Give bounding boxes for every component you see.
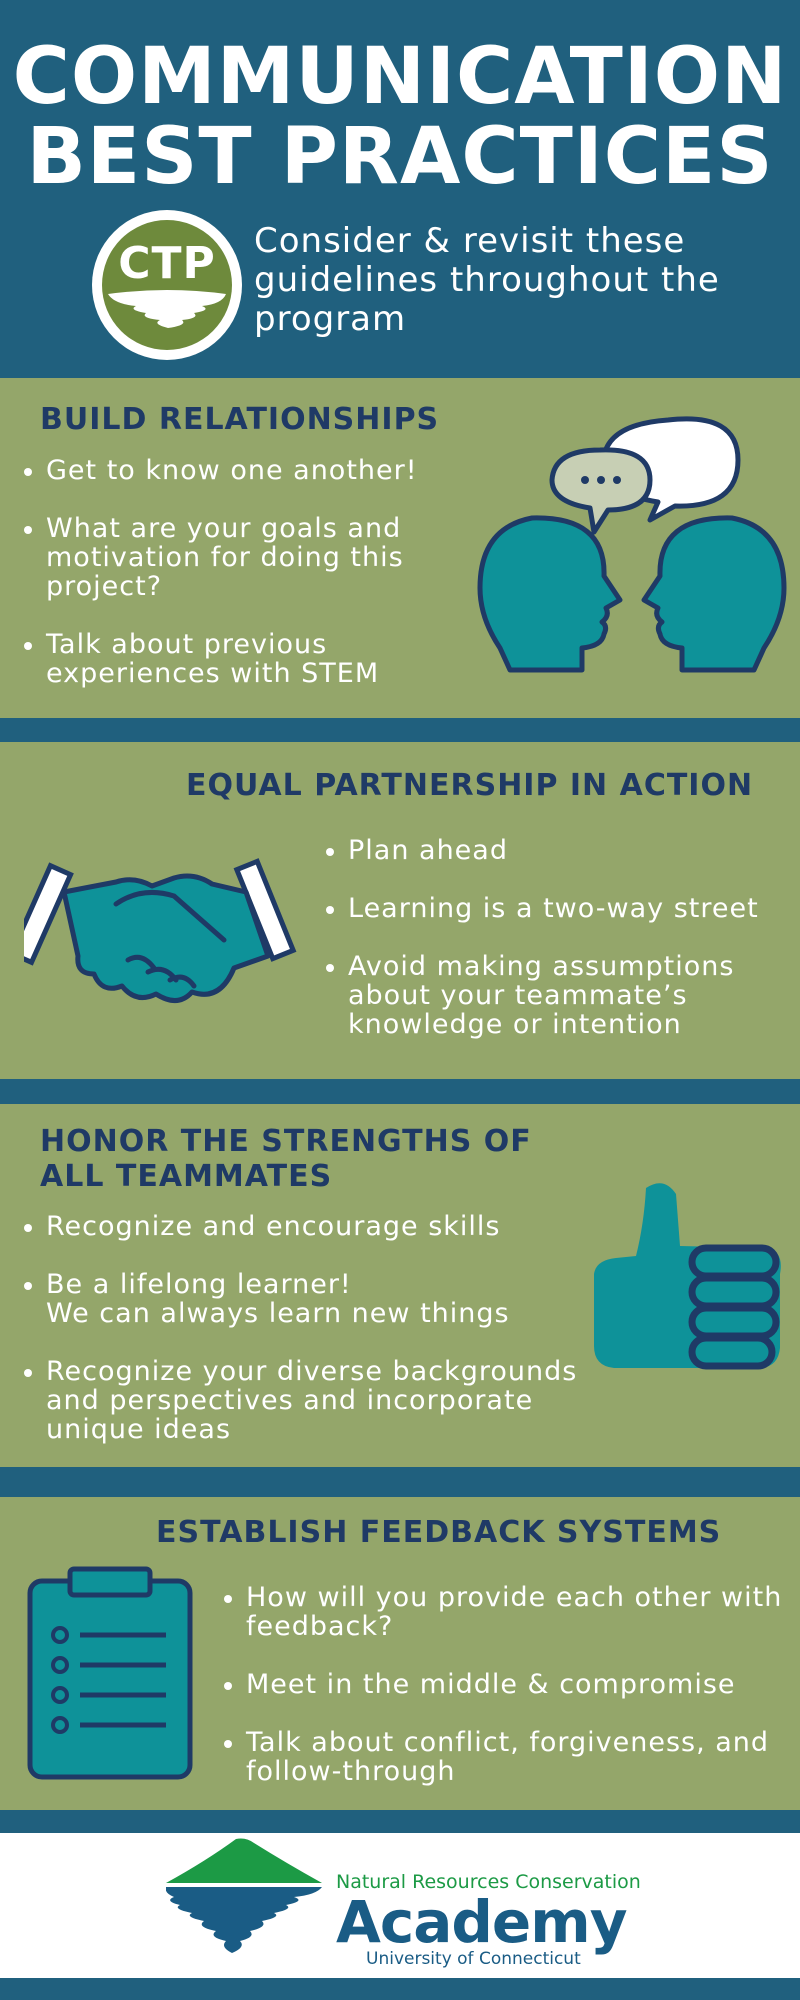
academy-logo-icon — [166, 1838, 322, 1953]
list-item: How will you provide each other with fee… — [224, 1583, 784, 1641]
water-waves-icon — [108, 290, 226, 328]
section-heading: ESTABLISH FEEDBACK SYSTEMS — [156, 1515, 722, 1550]
list-item: Recognize your diverse backgrounds and p… — [24, 1357, 594, 1444]
list-item: Avoid making assumptions about your team… — [326, 952, 796, 1039]
list-item: Plan ahead — [326, 836, 796, 865]
bullet-list: Plan ahead Learning is a two-way street … — [326, 836, 796, 1068]
section-honor-strengths: HONOR THE STRENGTHS OF ALL TEAMMATES Rec… — [0, 1104, 800, 1467]
page-title-line2: BEST PRACTICES — [26, 112, 774, 202]
list-item: Be a lifelong learner! — [24, 1270, 594, 1299]
list-item: Talk about conflict, forgiveness, and fo… — [224, 1728, 784, 1786]
badge-text: CTP — [118, 238, 216, 289]
list-item: Talk about previous experiences with STE… — [24, 630, 454, 688]
ctp-badge: CTP — [92, 210, 242, 360]
list-item: Get to know one another! — [24, 456, 454, 485]
subtitle: Consider & revisit these guidelines thro… — [254, 221, 720, 339]
org-line: Natural Resources Conservation — [336, 1871, 641, 1893]
section-equal-partnership: EQUAL PARTNERSHIP IN ACTION Plan ahead L… — [0, 742, 800, 1079]
handshake-icon — [24, 858, 297, 1003]
section-build-relationships: BUILD RELATIONSHIPS Get to know one anot… — [0, 378, 800, 718]
thumbs-up-icon — [594, 1183, 781, 1370]
bullet-list: Recognize and encourage skills Be a life… — [24, 1212, 594, 1473]
section-heading: BUILD RELATIONSHIPS — [40, 402, 440, 437]
org-name: Academy — [336, 1888, 628, 1956]
section-heading: EQUAL PARTNERSHIP IN ACTION — [186, 768, 754, 803]
section-heading-line2: ALL TEAMMATES — [40, 1159, 333, 1194]
section-feedback-systems: ESTABLISH FEEDBACK SYSTEMS How will you … — [0, 1497, 800, 1810]
list-item: Recognize and encourage skills — [24, 1212, 594, 1241]
list-item: We can always learn new things — [46, 1298, 510, 1329]
bullet-list: How will you provide each other with fee… — [224, 1583, 784, 1815]
university-name: University of Connecticut — [366, 1949, 581, 1969]
footer: Natural Resources Conservation Academy U… — [0, 1833, 800, 1978]
list-item: What are your goals and motivation for d… — [24, 514, 454, 601]
list-item: Learning is a two-way street — [326, 894, 796, 923]
bullet-list: Get to know one another! What are your g… — [24, 456, 454, 717]
page-title-line1: COMMUNICATION — [12, 32, 788, 122]
list-item: Meet in the middle & compromise — [224, 1670, 784, 1699]
clipboard-icon — [27, 1566, 193, 1780]
talking-heads-icon — [477, 416, 787, 673]
section-heading-line1: HONOR THE STRENGTHS OF — [40, 1124, 532, 1159]
